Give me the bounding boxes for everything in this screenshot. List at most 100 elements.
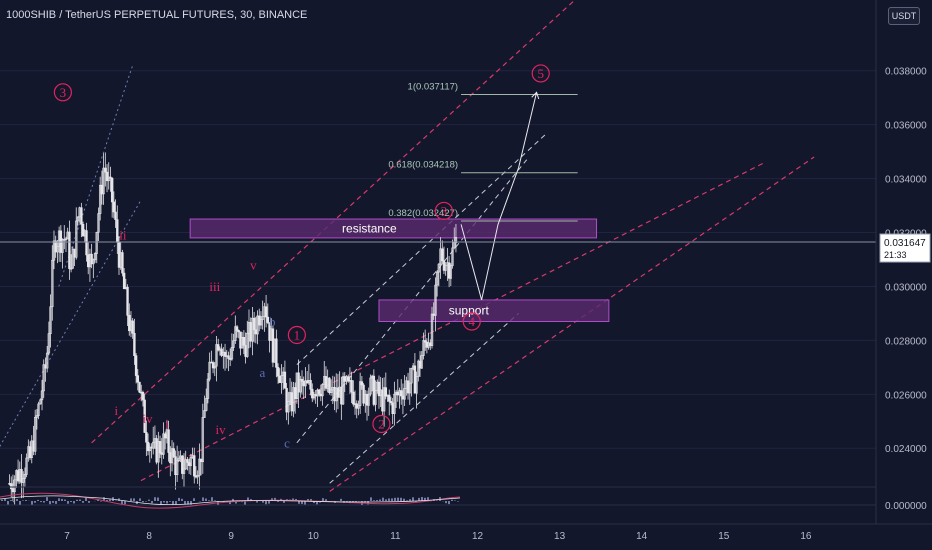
wave-label-12: 2 bbox=[378, 416, 385, 431]
candle-body-219 bbox=[382, 387, 386, 412]
candle-body-36 bbox=[69, 267, 73, 270]
candle-body-255 bbox=[444, 264, 447, 271]
candle-body-10 bbox=[25, 457, 28, 475]
y-tick-label-5: 0.034000 bbox=[885, 175, 927, 186]
candle-body-176 bbox=[309, 380, 312, 390]
candle-body-93 bbox=[167, 429, 170, 453]
candle-body-102 bbox=[182, 468, 186, 474]
candle-body-241 bbox=[420, 355, 423, 369]
candle-body-253 bbox=[441, 248, 444, 262]
osc-signal-line bbox=[0, 492, 461, 509]
red-channel-line-2 bbox=[329, 156, 815, 492]
candle-body-181 bbox=[317, 389, 321, 395]
candle-body-114 bbox=[203, 410, 206, 418]
candle-body-239 bbox=[417, 360, 420, 377]
x-tick-label-5: 12 bbox=[472, 531, 484, 542]
wave-label-3: v bbox=[250, 257, 257, 272]
candle-body-220 bbox=[384, 387, 388, 397]
candle-body-235 bbox=[410, 367, 413, 384]
x-tick-label-9: 16 bbox=[800, 531, 812, 542]
fib-label-2: 0.382(0.032427) bbox=[388, 208, 458, 219]
candle-body-61 bbox=[112, 201, 116, 213]
candle-body-119 bbox=[211, 362, 215, 369]
candle-body-183 bbox=[321, 384, 324, 397]
x-tick-label-0: 7 bbox=[64, 531, 70, 542]
candle-body-213 bbox=[372, 375, 376, 405]
candle-body-60 bbox=[110, 178, 114, 203]
x-axis[interactable]: 7 8 9 10 11 12 13 14 15 16 bbox=[0, 523, 932, 542]
candle-body-243 bbox=[423, 340, 427, 343]
zone-support bbox=[378, 299, 610, 323]
candle-body-16 bbox=[35, 415, 39, 418]
candle-body-234 bbox=[408, 382, 411, 394]
chart-title: 1000SHIB / TetherUS PERPETUAL FUTURES, 3… bbox=[6, 9, 308, 21]
x-tick-label-8: 15 bbox=[718, 531, 730, 542]
wave-label-10: iv bbox=[215, 422, 226, 437]
white-channel-line-0 bbox=[296, 132, 548, 366]
candle-body-200 bbox=[350, 380, 353, 393]
candle-body-147 bbox=[259, 319, 263, 326]
candle-body-84 bbox=[152, 441, 155, 449]
candle-body-56 bbox=[104, 167, 107, 173]
candle-body-195 bbox=[341, 376, 345, 405]
candle-body-137 bbox=[242, 337, 246, 346]
osc-main-line bbox=[0, 495, 461, 505]
candle-body-163 bbox=[287, 400, 290, 413]
wave-label-11: c bbox=[284, 435, 290, 450]
zone-resistance bbox=[189, 218, 598, 239]
candle-body-250 bbox=[435, 271, 439, 286]
candle-body-139 bbox=[246, 332, 249, 357]
y-tick-label-1: 0.026000 bbox=[885, 390, 927, 401]
candle-body-132 bbox=[234, 326, 237, 342]
candle-body-9 bbox=[23, 474, 27, 479]
candle-body-177 bbox=[311, 388, 314, 399]
candle-body-52 bbox=[97, 213, 100, 233]
candle-body-148 bbox=[261, 316, 264, 320]
wave-label-6: a bbox=[260, 365, 266, 380]
candle-body-49 bbox=[92, 259, 95, 265]
wave-label-9: i bbox=[165, 416, 169, 431]
candle-body-159 bbox=[280, 375, 283, 383]
candle-body-131 bbox=[232, 340, 235, 348]
candle-body-18 bbox=[39, 399, 42, 405]
candle-body-210 bbox=[367, 393, 370, 406]
candle-body-229 bbox=[400, 390, 403, 397]
wave-label-2: iii bbox=[209, 279, 220, 294]
candle-body-23 bbox=[47, 333, 51, 354]
currency-button[interactable]: USDT bbox=[888, 7, 920, 25]
candle-body-104 bbox=[186, 459, 189, 463]
x-tick-label-2: 9 bbox=[228, 531, 234, 542]
candle-body-223 bbox=[389, 401, 393, 404]
candle-body-37 bbox=[71, 248, 75, 269]
candle-body-157 bbox=[276, 367, 280, 377]
y-tick-label-0: 0.024000 bbox=[885, 444, 927, 455]
candle-body-188 bbox=[329, 389, 333, 393]
wave-label-15: 5 bbox=[537, 66, 544, 81]
wedge-line-1 bbox=[0, 199, 142, 448]
fib-levels: 1(0.037117) 0.618(0.034218) 0.382(0.032427… bbox=[388, 82, 578, 222]
candle-body-45 bbox=[85, 230, 88, 256]
candle-body-150 bbox=[264, 306, 268, 318]
candle-body-63 bbox=[116, 219, 119, 243]
wave-circle-15 bbox=[531, 64, 550, 83]
x-tick-label-3: 10 bbox=[308, 531, 320, 542]
candle-body-166 bbox=[292, 387, 295, 412]
candle-body-170 bbox=[299, 378, 302, 393]
price-tag-box bbox=[879, 233, 931, 263]
candle-body-39 bbox=[75, 220, 78, 258]
candle-body-198 bbox=[346, 376, 350, 382]
fib-label-0: 1(0.037117) bbox=[408, 82, 459, 93]
candle-body-7 bbox=[20, 469, 23, 483]
candle-body-120 bbox=[213, 365, 216, 369]
candle-body-22 bbox=[45, 352, 49, 369]
candle-body-204 bbox=[357, 405, 360, 409]
candle-body-115 bbox=[205, 398, 208, 411]
wave-label-0: 3 bbox=[60, 85, 67, 100]
candle-body-15 bbox=[33, 417, 37, 452]
fib-label-1: 0.618(0.034218) bbox=[388, 160, 458, 171]
candle-body-161 bbox=[283, 371, 287, 389]
candle-body-258 bbox=[449, 265, 453, 279]
